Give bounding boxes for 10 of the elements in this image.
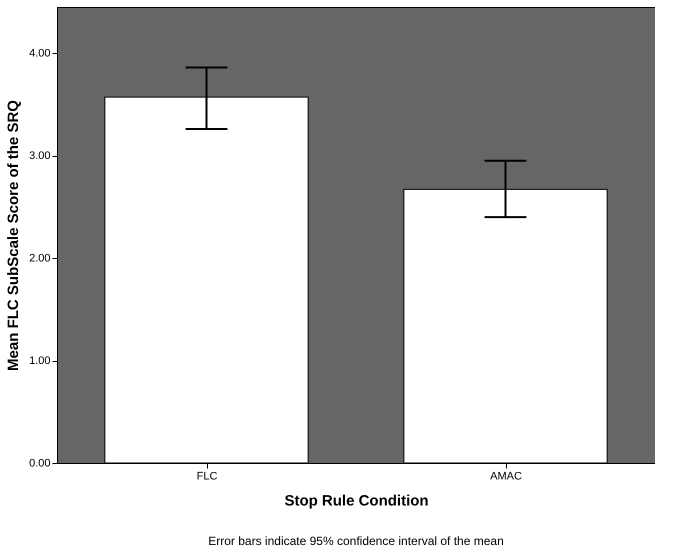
x-axis-title: Stop Rule Condition (284, 492, 429, 510)
text: Error bars indicate 95% confidence interval of the mean (208, 534, 504, 548)
y-axis-title: Mean FLC SubScale Score of the SRQ (5, 100, 22, 371)
y-tick-label: 2.00 (29, 252, 50, 265)
y-tick-label: 0.00 (29, 458, 50, 470)
y-tick-label: 4.00 (29, 48, 50, 60)
y-tick-label: 1.00 (29, 355, 50, 368)
y-tick-label: 3.00 (29, 150, 50, 162)
x-tick-label: FLC (196, 470, 218, 482)
x-tick-label: AMAC (490, 470, 522, 482)
